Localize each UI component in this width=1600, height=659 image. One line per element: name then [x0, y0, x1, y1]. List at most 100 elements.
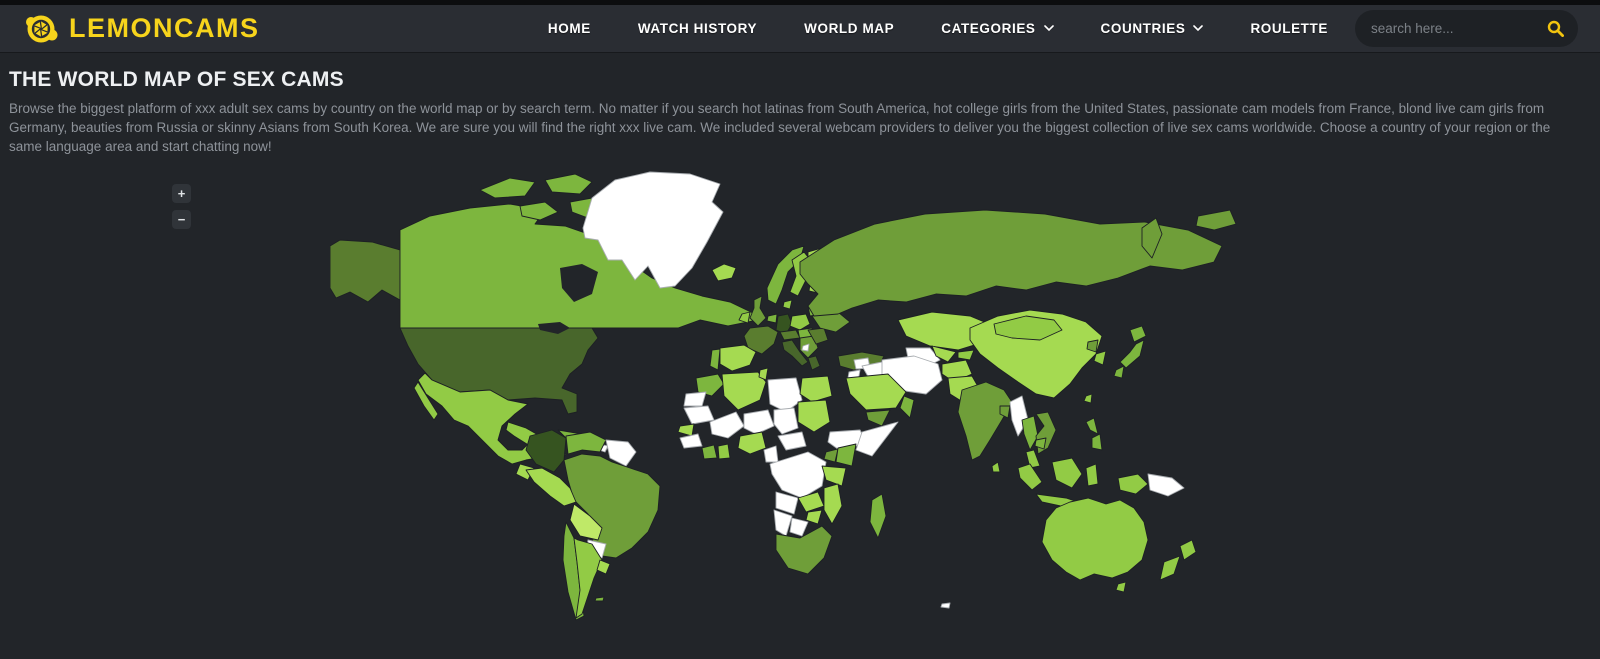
country-zimbabwe[interactable]: [805, 509, 823, 525]
country-egypt[interactable]: [799, 375, 833, 403]
country-new-zealand[interactable]: [1159, 555, 1181, 581]
nav-roulette[interactable]: ROULETTE: [1250, 21, 1328, 36]
country-yemen[interactable]: [865, 409, 891, 427]
country-sri-lanka[interactable]: [991, 461, 1001, 473]
country-bolivia[interactable]: [569, 503, 603, 541]
country-papua-new-guinea[interactable]: [1147, 473, 1185, 497]
island-kerguelen[interactable]: [940, 602, 951, 609]
country-canada[interactable]: [544, 173, 593, 195]
zoom-in-button[interactable]: +: [172, 184, 191, 203]
nav-home[interactable]: HOME: [547, 21, 591, 36]
country-thailand[interactable]: [1021, 415, 1039, 451]
country-bosnia[interactable]: [801, 343, 810, 352]
country-libya[interactable]: [767, 377, 803, 413]
country-uzbekistan[interactable]: [931, 345, 957, 363]
country-france[interactable]: [743, 325, 779, 355]
brand-logo[interactable]: LEMONCAMS: [22, 12, 260, 46]
country-japan[interactable]: [1129, 325, 1147, 343]
country-indonesia[interactable]: [1051, 457, 1083, 489]
region-guinea[interactable]: [679, 433, 703, 449]
country-guyana[interactable]: [605, 439, 637, 467]
country-south-africa[interactable]: [775, 525, 833, 575]
country-iceland[interactable]: [711, 263, 737, 282]
region-romania-bulgaria[interactable]: [807, 327, 829, 345]
country-japan[interactable]: [1119, 339, 1145, 369]
nav-categories[interactable]: CATEGORIES: [941, 21, 1054, 36]
country-somalia[interactable]: [855, 421, 899, 457]
country-greenland[interactable]: [582, 171, 724, 289]
country-philippines[interactable]: [1091, 433, 1103, 451]
country-kyrgyzstan[interactable]: [957, 349, 975, 361]
country-niger[interactable]: [743, 409, 775, 435]
country-india[interactable]: [957, 381, 1013, 461]
country-greece[interactable]: [807, 355, 821, 371]
country-poland[interactable]: [789, 313, 811, 331]
country-central-african-republic[interactable]: [777, 431, 807, 451]
country-ireland[interactable]: [738, 311, 751, 324]
country-angola[interactable]: [775, 491, 799, 515]
country-nigeria[interactable]: [737, 431, 767, 455]
country-morocco[interactable]: [695, 373, 725, 397]
country-mongolia[interactable]: [993, 315, 1063, 341]
country-indonesia[interactable]: [1017, 463, 1043, 491]
region-czech-austria[interactable]: [779, 329, 801, 341]
country-mali[interactable]: [709, 411, 745, 439]
country-spain[interactable]: [719, 344, 757, 372]
country-algeria[interactable]: [721, 371, 767, 411]
country-tunisia[interactable]: [758, 367, 769, 381]
country-cambodia[interactable]: [1034, 437, 1047, 450]
country-malaysia[interactable]: [1025, 449, 1041, 469]
country-botswana[interactable]: [789, 517, 809, 537]
country-namibia[interactable]: [773, 509, 793, 537]
country-uk[interactable]: [749, 295, 767, 327]
country-chad[interactable]: [773, 407, 799, 435]
country-senegal[interactable]: [677, 423, 695, 437]
country-philippines[interactable]: [1085, 417, 1099, 435]
country-uganda[interactable]: [823, 448, 839, 463]
country-tanzania[interactable]: [821, 465, 847, 487]
country-bangladesh[interactable]: [999, 405, 1011, 419]
country-argentina[interactable]: [573, 537, 603, 619]
island-tierra-del-fuego[interactable]: [594, 596, 605, 602]
country-germany[interactable]: [775, 313, 793, 335]
country-colombia[interactable]: [525, 429, 567, 473]
country-western-sahara[interactable]: [683, 391, 707, 407]
country-ghana[interactable]: [717, 443, 731, 460]
country-australia[interactable]: [1041, 497, 1149, 581]
search-input[interactable]: [1369, 20, 1541, 37]
country-venezuela[interactable]: [565, 431, 607, 455]
country-saudi-arabia[interactable]: [845, 373, 907, 411]
country-peru[interactable]: [525, 467, 577, 507]
country-russia[interactable]: [1195, 209, 1237, 231]
country-brazil[interactable]: [563, 453, 661, 559]
country-uruguay[interactable]: [596, 559, 611, 575]
country-mauritania[interactable]: [683, 405, 715, 425]
country-russia[interactable]: [1141, 217, 1163, 259]
country-canada[interactable]: [519, 201, 559, 221]
country-indonesia[interactable]: [1117, 473, 1149, 495]
zoom-out-button[interactable]: −: [172, 210, 191, 229]
country-italy[interactable]: [781, 339, 809, 367]
country-new-zealand[interactable]: [1179, 539, 1197, 561]
country-sudan[interactable]: [797, 399, 831, 433]
country-portugal[interactable]: [709, 348, 721, 371]
country-mexico[interactable]: [413, 381, 439, 421]
search-icon[interactable]: [1547, 20, 1564, 37]
country-north-korea[interactable]: [1086, 339, 1099, 353]
country-taiwan[interactable]: [1083, 393, 1093, 404]
country-drc[interactable]: [769, 451, 827, 499]
nav-watch-history[interactable]: WATCH HISTORY: [637, 21, 758, 36]
country-mozambique[interactable]: [823, 483, 843, 525]
country-kenya[interactable]: [835, 443, 857, 467]
country-japan[interactable]: [1113, 365, 1125, 379]
region-benelux[interactable]: [766, 313, 778, 324]
country-denmark[interactable]: [782, 299, 793, 310]
country-canada[interactable]: [479, 177, 536, 199]
country-russia[interactable]: [799, 209, 1223, 317]
country-ivory-coast[interactable]: [701, 444, 718, 460]
country-madagascar[interactable]: [869, 493, 887, 539]
country-oman[interactable]: [899, 395, 915, 419]
country-alaska[interactable]: [330, 239, 401, 303]
country-australia[interactable]: [1115, 581, 1127, 593]
nav-countries[interactable]: COUNTRIES: [1101, 21, 1204, 36]
